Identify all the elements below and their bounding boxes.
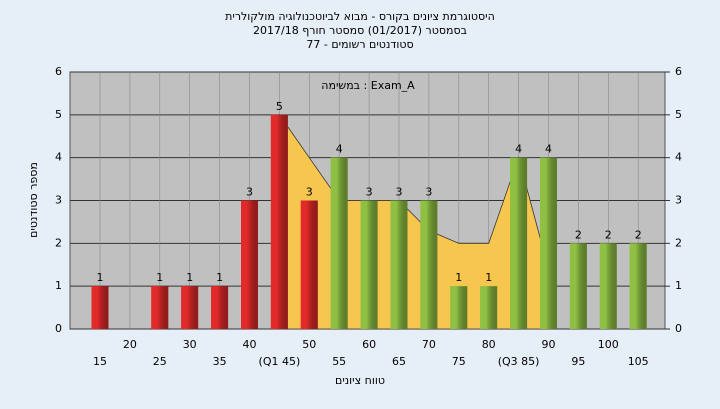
x-tick-label: 55 [332,355,346,368]
bar-shade [270,114,288,329]
x-tick-label: 95 [571,355,585,368]
value-label: 1 [216,271,223,284]
value-label: 4 [545,143,552,156]
value-label: 3 [306,186,313,199]
bar-shade [420,200,438,329]
x-tick-label: 100 [598,338,619,351]
x-tick-label: 60 [362,338,376,351]
bar-shade [629,243,647,329]
bar-shade [181,286,199,329]
bar-shade [300,200,318,329]
value-label: 4 [336,143,343,156]
y2-tick-label: 1 [675,279,682,292]
x-tick-label: 30 [183,338,197,351]
x-tick-label: (Q1 45) [259,355,301,368]
value-label: 1 [485,271,492,284]
y2-tick-label: 4 [675,151,682,164]
bar-shade [211,286,229,329]
value-label: 3 [366,186,373,199]
y-axis-label: מספר סטודנטים [27,162,40,238]
y-tick-label: 2 [55,236,62,249]
x-tick-label: 70 [422,338,436,351]
chart-title: היסטוגרמת ציונים בקורס - מבוא לביוטכנולו… [225,10,495,23]
value-label: 1 [156,271,163,284]
bar-shade [540,157,557,329]
y2-tick-label: 6 [675,65,682,78]
y2-tick-label: 3 [675,194,682,207]
y-tick-label: 0 [55,322,62,335]
bar-shade [599,243,617,329]
y-tick-label: 5 [55,108,62,121]
value-label: 2 [605,228,612,241]
x-tick-label: 40 [243,338,257,351]
x-tick-label: 15 [93,355,107,368]
annotation: במשימה : Exam_A [321,79,415,92]
x-tick-label: 20 [123,338,137,351]
y-tick-label: 3 [55,194,62,207]
chart-title: בסמסטר (01/2017) סמסטר חורף 2017/18 [253,24,467,37]
bar-shade [569,243,587,329]
value-label: 3 [396,186,403,199]
bar-shade [91,286,109,329]
value-label: 3 [246,186,253,199]
value-label: 2 [575,228,582,241]
bar-shade [510,157,528,329]
x-tick-label: 25 [153,355,167,368]
value-label: 1 [186,271,193,284]
value-label: 1 [97,271,104,284]
x-tick-label: 90 [542,338,556,351]
bar-shade [360,200,378,329]
bar-shade [241,200,258,329]
x-tick-label: 50 [302,338,316,351]
y2-tick-label: 2 [675,236,682,249]
x-tick-label: 65 [392,355,406,368]
x-tick-label: 35 [213,355,227,368]
y-tick-label: 6 [55,65,62,78]
value-label: 5 [276,100,283,113]
bar-shade [330,157,348,329]
value-label: 1 [455,271,462,284]
x-tick-label: 80 [482,338,496,351]
x-tick-label: 105 [628,355,649,368]
bar-shade [151,286,169,329]
bar-shade [480,286,498,329]
chart-title: סטודנטים רשומים - 77 [306,38,413,51]
bar-shade [390,200,408,329]
y-tick-label: 4 [55,151,62,164]
x-axis-label: טווח ציונים [335,374,385,387]
bar-shade [450,286,468,329]
x-tick-label: 75 [452,355,466,368]
value-label: 2 [635,228,642,241]
y-tick-label: 1 [55,279,62,292]
y2-tick-label: 0 [675,322,682,335]
value-label: 3 [425,186,432,199]
x-tick-label: (Q3 85) [498,355,540,368]
y2-tick-label: 5 [675,108,682,121]
value-label: 4 [515,143,522,156]
